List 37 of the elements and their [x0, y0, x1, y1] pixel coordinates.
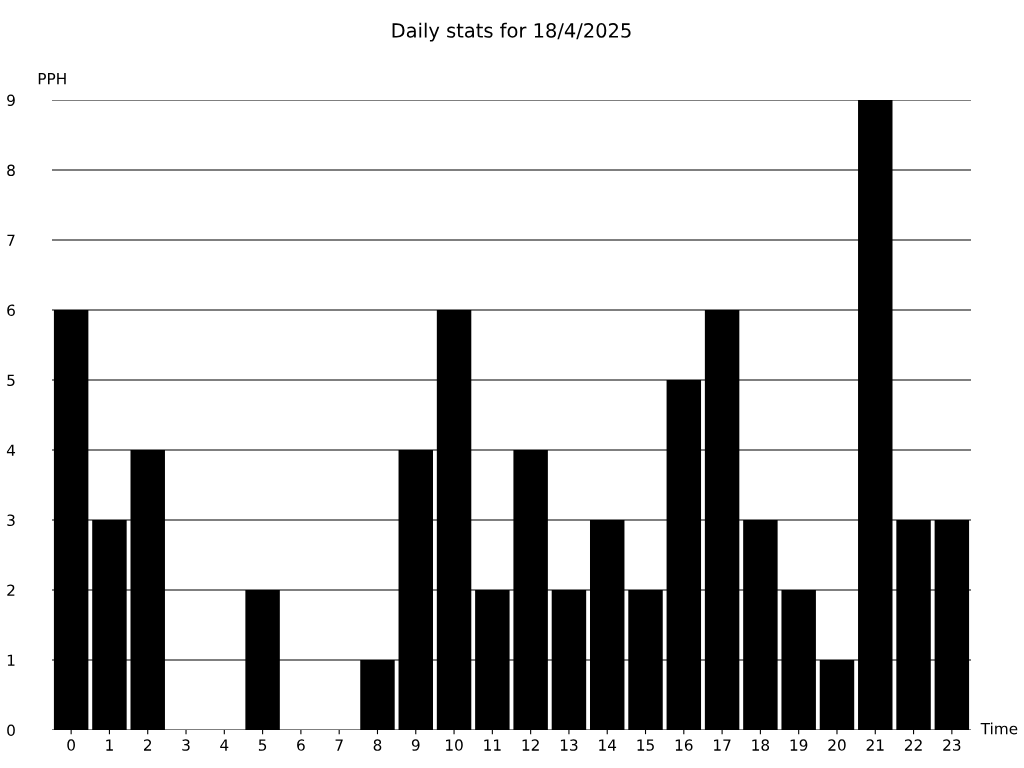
x-tick-label: 21 — [866, 739, 884, 751]
x-tick-label: 3 — [182, 739, 190, 751]
x-tick-label: 15 — [637, 739, 654, 751]
x-tick-label: 12 — [522, 739, 539, 751]
x-tick-label: 11 — [484, 739, 501, 751]
x-tick-label: 18 — [752, 739, 770, 751]
y-tick-label: 2 — [7, 584, 15, 596]
y-tick-label: 1 — [7, 654, 15, 666]
x-tick-label: 23 — [943, 739, 961, 751]
chart-title: Daily stats for 18/4/2025 — [392, 22, 631, 42]
x-tick-label: 5 — [258, 739, 267, 751]
x-tick-label: 20 — [828, 739, 846, 751]
y-tick-label: 0 — [7, 724, 15, 737]
x-tick-label: 16 — [675, 739, 693, 751]
x-tick-label: 2 — [143, 739, 152, 751]
x-tick-label: 4 — [220, 739, 229, 751]
x-tick-label: 10 — [446, 739, 463, 751]
x-tick-label: 22 — [904, 739, 922, 751]
y-tick-label: 8 — [7, 164, 15, 177]
x-tick-label: 13 — [560, 739, 578, 751]
x-axis-title: Time — [980, 722, 1018, 735]
x-tick-label: 6 — [297, 739, 305, 751]
y-tick-label: 9 — [7, 94, 15, 107]
x-tick-label: 14 — [599, 739, 617, 751]
y-axis-title: PPH — [38, 73, 66, 85]
y-tick-label: 3 — [7, 514, 15, 527]
y-tick-label: 7 — [7, 234, 15, 246]
y-tick-label: 4 — [6, 444, 16, 456]
x-tick-label: 0 — [67, 739, 75, 751]
y-tick-label: 5 — [7, 374, 15, 387]
x-tick-label: 8 — [373, 739, 382, 751]
x-tick-label: 9 — [411, 739, 420, 751]
x-tick-label: 19 — [790, 739, 808, 751]
x-tick-label: 17 — [714, 739, 731, 751]
y-tick-label: 6 — [7, 304, 15, 317]
x-tick-label: 7 — [335, 739, 343, 751]
x-tick-label: 1 — [106, 739, 113, 751]
